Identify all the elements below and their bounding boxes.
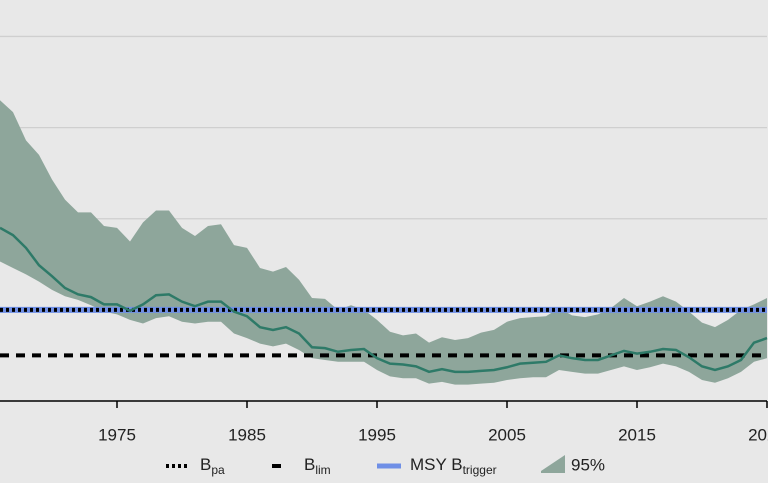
legend-name: B [304,455,315,474]
legend-subscript: lim [315,463,330,477]
legend-subscript: trigger [463,463,497,477]
x-tick-label: 2025 [748,425,768,444]
legend-subscript: pa [211,463,225,477]
confidence-band [0,100,767,385]
legend-label: Bpa [200,455,225,477]
series-line [0,226,768,374]
x-tick-label: 1975 [98,425,136,444]
x-tick-label: 2015 [618,425,656,444]
x-tick-label: 1985 [228,425,266,444]
legend-name: B [200,455,211,474]
x-tick-label: 1995 [358,425,396,444]
legend-label: MSY Btrigger [410,455,497,477]
legend-name: MSY B [410,455,463,474]
legend-label: Blim [304,455,331,477]
x-tick-label: 2005 [488,425,526,444]
legend-label: 95% [571,455,605,474]
legend-key [541,455,565,473]
